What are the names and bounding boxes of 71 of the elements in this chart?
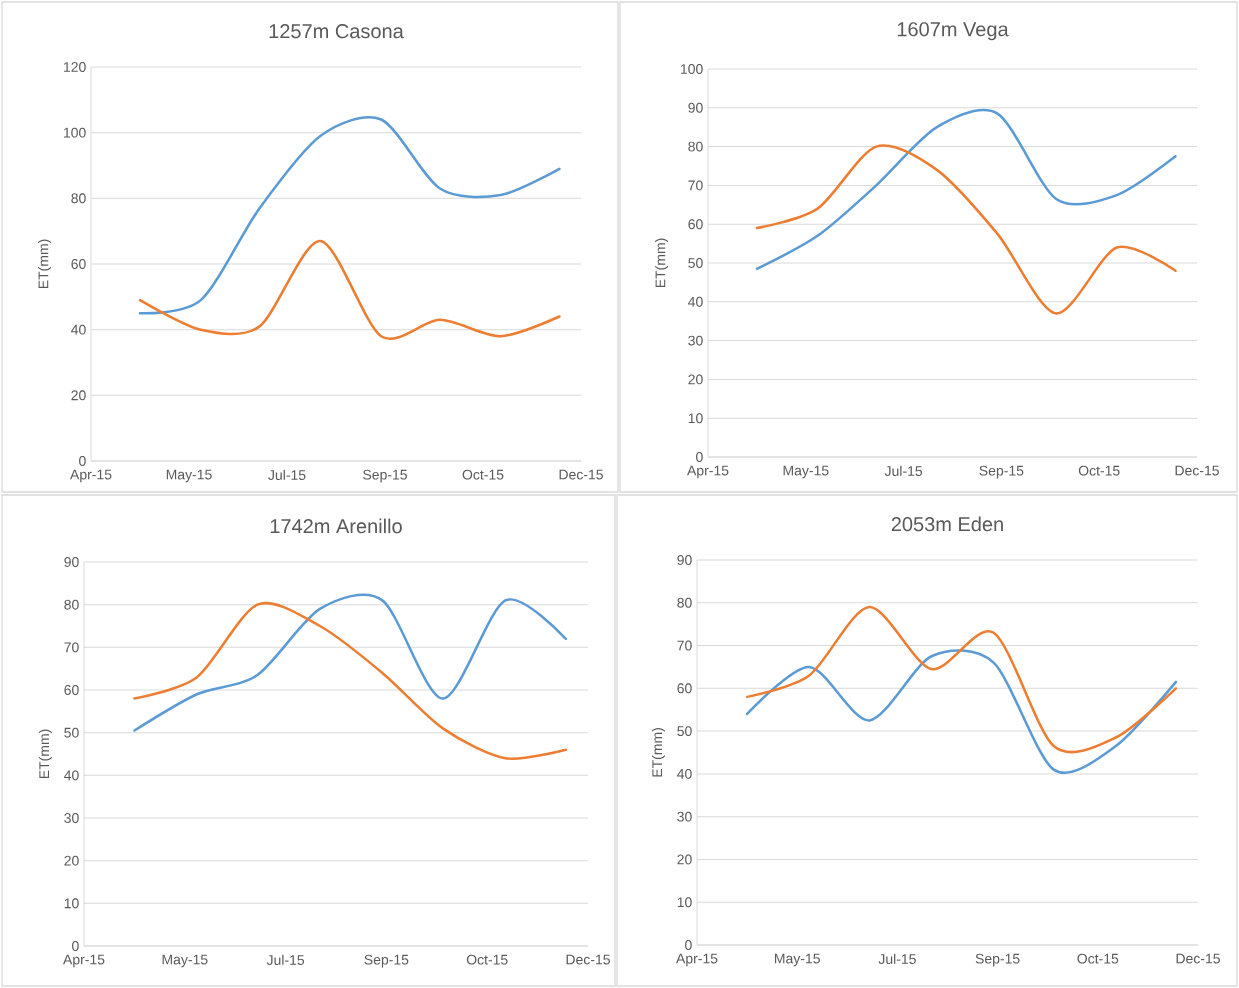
y-tick-label: 0 — [696, 452, 703, 462]
y-tick-label: 20 — [64, 855, 79, 866]
y-axis-title: ET(mm) — [655, 238, 669, 288]
y-tick-label: 20 — [677, 854, 692, 865]
y-tick-label: 20 — [71, 390, 86, 401]
x-tick-label: Oct-15 — [462, 469, 504, 480]
x-tick-label: May-15 — [166, 469, 212, 483]
y-tick-label: 80 — [688, 141, 703, 152]
x-tick-label: Jul-15 — [884, 465, 923, 476]
y-tick-label: 70 — [677, 640, 692, 651]
y-axis-title: ET(mm) — [38, 729, 52, 779]
chart-title: 1257m Casona — [269, 24, 404, 39]
y-tick-label: 60 — [64, 685, 79, 695]
x-tick-label: Apr-15 — [676, 953, 718, 967]
line-series — [755, 144, 1177, 315]
y-tick-label: 10 — [677, 897, 692, 908]
y-tick-label: 40 — [677, 768, 692, 779]
y-tick-label: 50 — [677, 726, 692, 737]
y-tick-label: 80 — [71, 193, 86, 204]
y-tick-label: 70 — [688, 180, 703, 191]
y-tick-label: 100 — [64, 127, 86, 138]
y-tick-label: 120 — [64, 62, 86, 72]
y-tick-label: 80 — [64, 599, 79, 610]
x-tick-label: Oct-15 — [1077, 953, 1119, 964]
x-tick-label: Oct-15 — [466, 954, 508, 965]
y-tick-label: 40 — [64, 770, 79, 781]
x-tick-label: Dec-15 — [566, 954, 610, 965]
y-tick-label: 100 — [681, 64, 703, 74]
x-tick-label: Oct-15 — [1078, 465, 1120, 476]
x-tick-label: Sep-15 — [363, 469, 407, 483]
y-tick-label: 90 — [688, 102, 703, 113]
x-tick-label: Sep-15 — [975, 953, 1020, 967]
x-tick-label: Dec-15 — [559, 469, 603, 480]
y-tick-label: 10 — [64, 898, 79, 909]
y-axis-title: ET(mm) — [38, 239, 52, 289]
y-tick-label: 60 — [688, 219, 703, 230]
x-tick-label: Apr-15 — [687, 465, 729, 479]
y-tick-label: 10 — [688, 413, 703, 424]
y-axis-title: ET(mm) — [651, 728, 665, 777]
y-tick-label: 50 — [64, 727, 79, 738]
y-tick-label: 0 — [72, 941, 79, 951]
x-tick-label: Jul-15 — [878, 953, 916, 964]
y-tick-label: 0 — [685, 940, 692, 950]
y-tick-label: 80 — [677, 597, 692, 608]
x-tick-label: Sep-15 — [364, 954, 409, 968]
y-tick-label: 20 — [688, 374, 703, 385]
y-tick-label: 90 — [677, 555, 692, 565]
y-tick-label: 60 — [71, 259, 86, 269]
chart-title: 1607m Vega — [897, 22, 1009, 41]
chart-title: 2053m Eden — [891, 516, 1003, 532]
y-tick-label: 40 — [71, 324, 86, 335]
chart-title: 1742m Arenillo — [270, 518, 402, 534]
y-tick-label: 60 — [677, 683, 692, 694]
y-tick-label: 30 — [64, 813, 79, 823]
x-tick-label: Jul-15 — [266, 954, 305, 965]
y-tick-label: 40 — [688, 296, 703, 307]
y-tick-label: 30 — [688, 335, 703, 346]
y-tick-label: 50 — [688, 258, 703, 268]
x-tick-label: Dec-15 — [1176, 953, 1220, 964]
x-tick-label: May-15 — [775, 953, 820, 967]
x-tick-label: May-15 — [783, 465, 829, 479]
x-tick-label: Dec-15 — [1175, 465, 1219, 476]
y-tick-label: 90 — [64, 557, 79, 567]
x-tick-label: Jul-15 — [268, 469, 306, 480]
x-tick-label: Apr-15 — [70, 469, 112, 483]
y-tick-label: 70 — [64, 642, 79, 653]
y-tick-label: 30 — [677, 811, 692, 822]
x-tick-label: Apr-15 — [63, 954, 105, 968]
x-tick-label: May-15 — [162, 954, 208, 968]
y-tick-label: 0 — [79, 456, 86, 466]
x-tick-label: Sep-15 — [979, 465, 1024, 479]
